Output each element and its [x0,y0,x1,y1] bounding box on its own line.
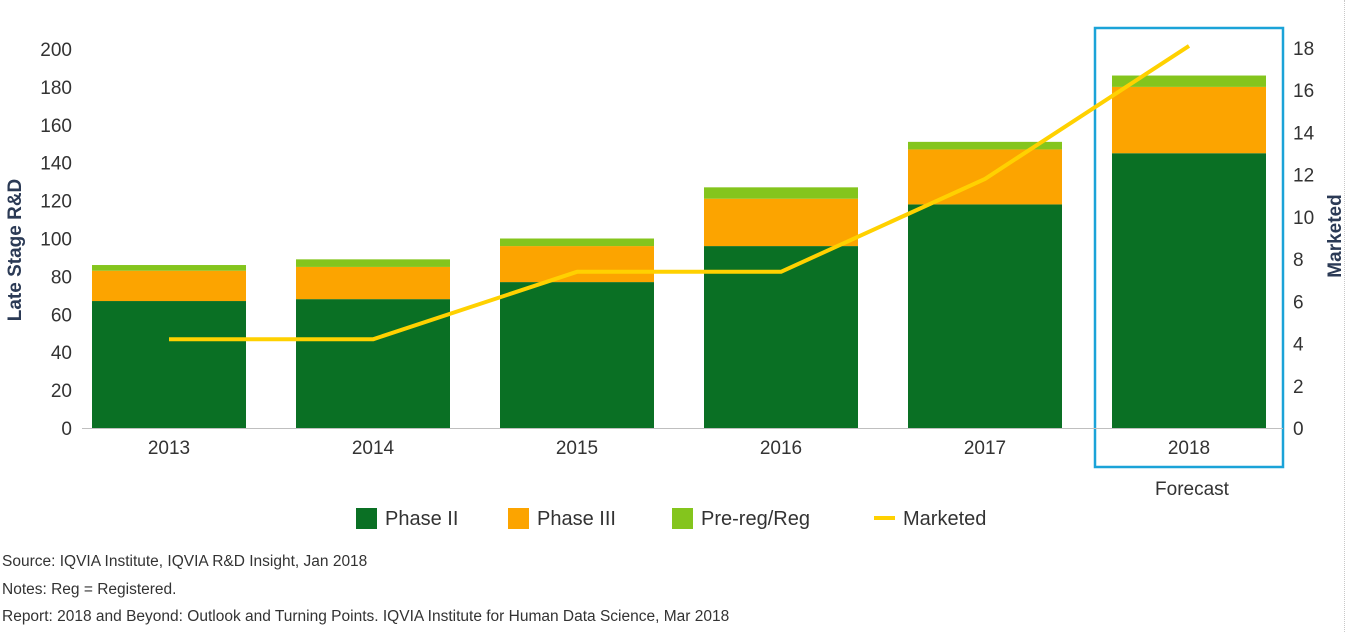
bar-2014-phase-ii [296,299,450,428]
x-tick-label-2016: 2016 [760,438,802,459]
right-axis-title: Marketed [1325,194,1346,277]
bar-2015-phase-iii [500,246,654,283]
y-left-tick-label-180: 180 [40,78,72,99]
forecast-highlight-box [1093,26,1285,469]
bar-2014-pre-reg-reg [296,259,450,267]
y-left-tick-label-160: 160 [40,116,72,137]
y-right-tick-label-14: 14 [1293,123,1315,144]
marketed-line [169,44,1191,342]
legend-label-phase-ii: Phase II [385,508,458,530]
late-stage-rd-chart: Late Stage R&D Marketed Forecast 2013 201… [5,26,1346,530]
legend-swatch-pre-reg-reg [672,508,693,529]
x-tick-label-2015: 2015 [556,438,598,459]
bar-2016-pre-reg-reg [704,187,858,199]
forecast-label: Forecast [1155,479,1230,500]
y-left-tick-label-100: 100 [40,230,72,251]
legend: Phase II Phase III Pre-reg/Reg Marketed [356,508,986,530]
y-right-tick-label-10: 10 [1293,208,1314,229]
bar-2016-phase-ii [704,246,858,428]
y-right-tick-label-6: 6 [1293,292,1304,313]
y-left-tick-label-0: 0 [61,419,72,440]
legend-label-phase-iii: Phase III [537,508,616,530]
y-right-tick-label-0: 0 [1293,419,1304,440]
y-left-tick-label-40: 40 [51,343,72,364]
legend-label-pre-reg-reg: Pre-reg/Reg [701,508,810,530]
y-right-tick-label-8: 8 [1293,250,1304,271]
bar-2018-phase-ii [1112,153,1266,428]
y-right-tick-label-18: 18 [1293,39,1314,60]
y-left-tick-label-60: 60 [51,305,72,326]
bar-2013-phase-iii [92,270,246,302]
y-left-tick-label-20: 20 [51,381,72,402]
bar-2014-phase-iii [296,266,450,300]
y-right-tick-label-4: 4 [1293,335,1304,356]
bar-2017-phase-ii [908,204,1062,428]
bar-2013-pre-reg-reg [92,265,246,271]
bar-2017-pre-reg-reg [908,141,1062,150]
bar-2013-phase-ii [92,301,246,428]
page-right-border [1344,0,1345,632]
ticks-layer: 2013 2014 2015 2016 2017 20180204060801001201… [40,39,1314,459]
bar-2016-phase-iii [704,198,858,247]
legend-swatch-phase-ii [356,508,377,529]
y-right-tick-label-16: 16 [1293,81,1314,102]
y-right-tick-label-12: 12 [1293,166,1314,187]
bar-2015-pre-reg-reg [500,238,654,247]
y-left-tick-label-120: 120 [40,192,72,213]
source-notes: Source: IQVIA Institute, IQVIA R&D Insig… [2,551,1302,634]
x-tick-label-2018: 2018 [1168,438,1210,459]
bar-2015-phase-ii [500,282,654,428]
y-left-tick-label-140: 140 [40,154,72,175]
source-note: Source: IQVIA Institute, IQVIA R&D Insig… [2,553,368,570]
bar-2018-pre-reg-reg [1112,75,1266,87]
x-tick-label-2013: 2013 [148,438,190,459]
bars-layer [92,75,1266,428]
y-right-tick-label-2: 2 [1293,377,1304,398]
report-note: Report: 2018 and Beyond: Outlook and Tur… [2,608,730,625]
notes-note: Notes: Reg = Registered. [2,580,177,598]
legend-swatch-phase-iii [508,508,529,529]
x-tick-label-2017: 2017 [964,438,1006,459]
legend-label-marketed: Marketed [903,508,986,530]
bar-2018-phase-iii [1112,86,1266,154]
left-axis-title: Late Stage R&D [5,179,26,322]
y-left-tick-label-200: 200 [40,40,72,61]
y-left-tick-label-80: 80 [51,267,72,288]
x-tick-label-2014: 2014 [352,438,395,459]
